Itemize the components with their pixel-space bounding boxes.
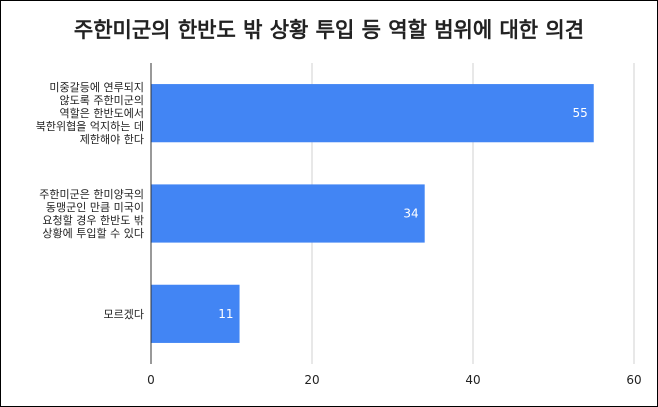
data-label: 11 bbox=[218, 307, 233, 321]
category-label: 미중갈등에 연루되지 않도록 주한미군의 역할은 한반도에서 북한위협을 억지하는 데… bbox=[36, 80, 144, 146]
data-label: 34 bbox=[403, 207, 418, 221]
x-tick-label: 60 bbox=[626, 373, 641, 387]
chart-title: 주한미군의 한반도 밖 상황 투입 등 역할 범위에 대한 의견 bbox=[73, 18, 585, 42]
bar bbox=[151, 284, 240, 343]
category-label: 주한미군은 한미양국의 동맹군인 만큼 미국이 요청할 경우 한반도 밖 상황에 투입… bbox=[39, 188, 144, 240]
bar bbox=[151, 84, 594, 143]
category-label: 모르겠다 bbox=[104, 308, 144, 321]
x-tick-label: 20 bbox=[304, 373, 319, 387]
x-tick-label: 40 bbox=[465, 373, 480, 387]
category-labels: 미중갈등에 연루되지 않도록 주한미군의 역할은 한반도에서 북한위협을 억지하는 데… bbox=[36, 80, 144, 321]
bars: 55 34 11 bbox=[151, 84, 594, 343]
x-tick-labels: 0 20 40 60 bbox=[147, 373, 641, 387]
x-tick-label: 0 bbox=[147, 373, 155, 387]
data-label: 55 bbox=[572, 106, 587, 120]
bar bbox=[151, 184, 425, 243]
